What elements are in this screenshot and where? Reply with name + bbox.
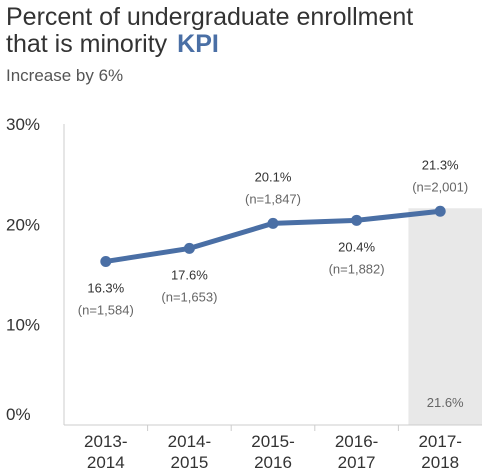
count-label: (n=1,584) [78, 302, 134, 317]
data-label: 21.3% [422, 157, 459, 172]
data-point [351, 214, 363, 226]
x-tick-label: 2013-2014 [84, 432, 127, 472]
y-tick-label: 20% [6, 215, 40, 234]
kpi-badge: KPI [177, 30, 219, 58]
x-tick-label: 2017-2018 [418, 432, 461, 472]
target-bar [408, 208, 482, 425]
chart-subtitle: Increase by 6% [6, 66, 124, 85]
x-tick-label: 2016-2017 [335, 432, 378, 472]
axis-layer: 0% 10% 20% 30% 2013-2014 2014-2015 2015-2016 20… [6, 115, 482, 472]
count-label: (n=1,882) [329, 261, 385, 276]
data-point [267, 217, 279, 229]
target-label: 21.6% [427, 395, 464, 410]
data-label: 16.3% [87, 280, 124, 295]
target-layer: 21.6% [408, 208, 482, 425]
data-label: 17.6% [171, 267, 208, 282]
x-tick-label: 2014-2015 [168, 432, 211, 472]
y-tick-label: 10% [6, 316, 40, 335]
title-line-2: that is minority [6, 30, 168, 58]
data-point [100, 255, 112, 267]
title-line-1: Percent of undergraduate enrollment [6, 3, 414, 31]
data-point [434, 205, 446, 217]
data-label: 20.1% [255, 169, 292, 184]
count-label: (n=1,847) [245, 191, 301, 206]
chart-title: Percent of undergraduate enrollment that … [6, 4, 413, 58]
count-label: (n=1,653) [161, 289, 217, 304]
y-tick-label: 30% [6, 115, 40, 134]
y-tick-label: 0% [6, 405, 31, 424]
data-point [183, 242, 195, 254]
x-tick-label: 2015-2016 [251, 432, 294, 472]
line-layer [100, 205, 446, 267]
data-label: 20.4% [338, 239, 375, 254]
label-layer: 16.3% (n=1,584) 17.6% (n=1,653) 20.1% (n=1,84… [78, 157, 468, 317]
count-label: (n=2,001) [412, 179, 468, 194]
